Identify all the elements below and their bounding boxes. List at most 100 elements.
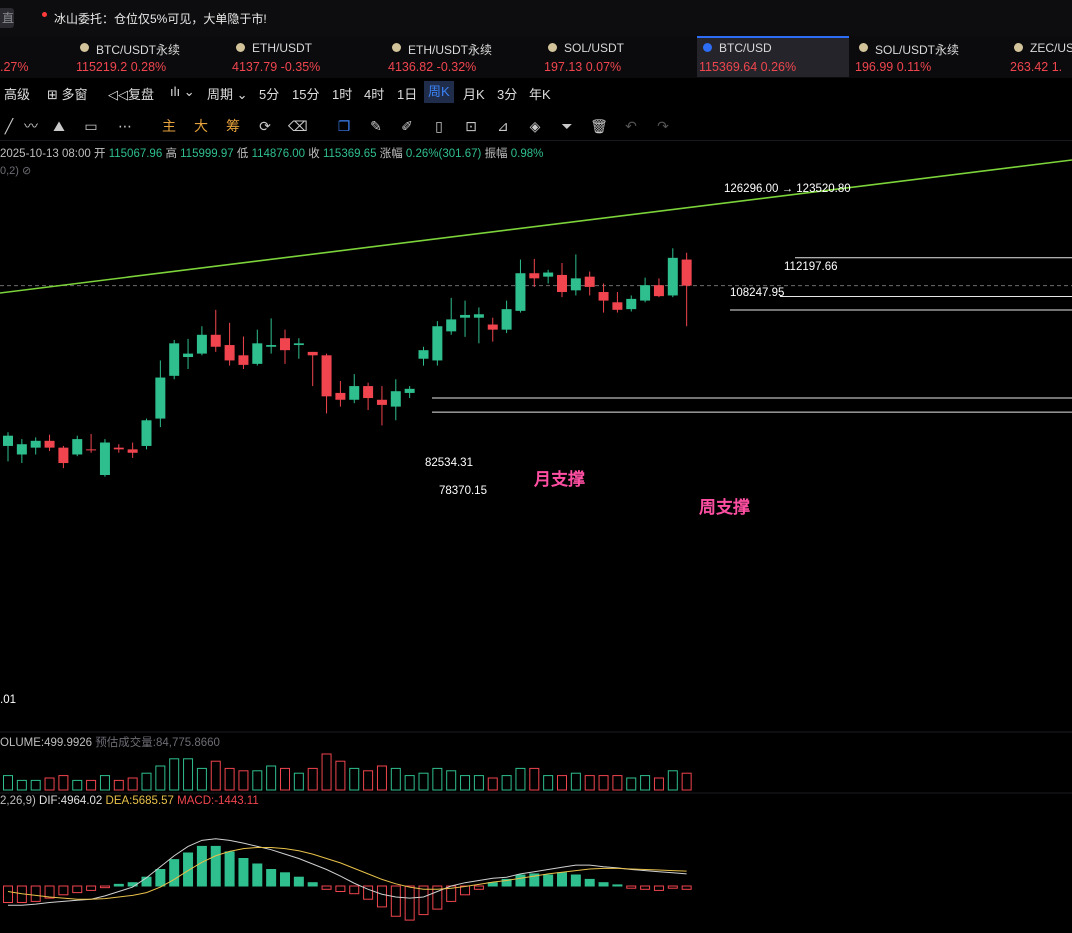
advanced-button[interactable]: 高级 — [4, 87, 31, 102]
trendline-tool-icon[interactable]: ╱ — [4, 118, 14, 134]
interval-2[interactable]: 1时 — [332, 87, 353, 102]
high-value: 115999.97 — [180, 148, 234, 160]
volume-bar — [266, 765, 277, 791]
change-label: 涨幅 — [379, 148, 403, 160]
macd-bar — [58, 885, 69, 896]
candle-body — [390, 391, 401, 407]
ticker-tab[interactable]: ZEC/USDT 263.42 1. — [1008, 36, 1072, 78]
interval-8[interactable]: 年K — [529, 87, 551, 102]
level-112197-label: 112197.66 — [784, 261, 838, 273]
interval-5[interactable]: 周K — [424, 81, 454, 103]
volume-bar — [349, 767, 360, 791]
macd-bar — [570, 874, 581, 887]
volume-bar — [238, 770, 249, 791]
pattern-tool-icon[interactable]: ⛰ — [53, 118, 65, 134]
macd-bar — [113, 883, 124, 887]
interval-4[interactable]: 1日 — [397, 87, 418, 102]
macd-bar — [169, 859, 180, 887]
volume-bar — [543, 775, 554, 791]
volume-bar — [640, 775, 651, 791]
macd-bar — [515, 874, 526, 887]
macd-bar — [404, 885, 415, 921]
eye-hidden-icon[interactable]: ⊘ — [22, 165, 32, 177]
ruler-tool-icon[interactable]: ▭ — [84, 118, 98, 134]
interval-0[interactable]: 5分 — [259, 87, 280, 102]
macd-bar — [432, 885, 443, 910]
macd-bar — [280, 872, 290, 887]
main-indicator-button[interactable]: 主 — [162, 118, 176, 134]
ticker-tab[interactable]: SOL/USDT 197.13 0.07% — [542, 36, 694, 78]
macd-bar — [252, 863, 263, 887]
ticker-tab[interactable]: BTC/USDT永续 115219.2 0.28% — [74, 36, 226, 78]
eraser-tool-icon[interactable]: ⌫ — [288, 118, 308, 134]
ticker-tab[interactable]: ETH/USDT永续 4136.82 -0.32% — [386, 36, 538, 78]
wave-tool-icon[interactable]: 〰 — [24, 118, 38, 134]
macd-bar — [72, 885, 83, 894]
ticker-tab[interactable]: BTC/USD 115369.64 0.26% — [697, 36, 849, 78]
candle-body — [584, 276, 595, 287]
dif-value: DIF:4964.02 — [39, 795, 103, 807]
candle-body — [432, 326, 443, 361]
ticker-tab[interactable]: SOL/USDT永续 196.99 0.11% — [853, 36, 1005, 78]
dif-line — [8, 838, 687, 906]
candle-body — [210, 334, 221, 347]
coin-icon — [1014, 43, 1023, 52]
interval-1[interactable]: 15分 — [292, 87, 320, 102]
candle-body — [183, 353, 194, 358]
high-label: 高 — [165, 148, 177, 160]
volume-bar — [626, 777, 637, 791]
candle-body — [141, 420, 152, 446]
magnet-icon[interactable]: ◈ — [529, 118, 541, 134]
copy-icon[interactable]: ❐ — [337, 118, 351, 134]
candle-body — [266, 345, 277, 347]
pencil-icon[interactable]: ✎ — [370, 118, 382, 134]
level-108247-label: 108247.95 — [730, 287, 785, 299]
interval-7[interactable]: 3分 — [497, 87, 518, 102]
interval-6[interactable]: 月K — [463, 87, 485, 102]
chips-button[interactable]: 筹 — [226, 118, 240, 134]
replay-button[interactable]: ◁◁复盘 — [108, 84, 154, 103]
ticker-tab[interactable]: ETH/USDT 4137.79 -0.35% — [230, 36, 382, 78]
brush-icon[interactable]: ✐ — [401, 118, 413, 134]
macd-bar — [183, 852, 194, 887]
ticker-price: 196.99 — [855, 60, 894, 74]
macd-bar — [141, 876, 152, 887]
redo-icon[interactable]: ↷ — [657, 118, 669, 134]
weekly-support-annotation[interactable]: 周支撑 — [699, 498, 750, 517]
ticker-change: 0.11% — [896, 60, 932, 74]
ticker-change: 0.28% — [130, 60, 167, 74]
trash-icon[interactable]: 🗑 — [590, 118, 608, 134]
multi-window-button[interactable]: ⊞ 多窗 — [47, 84, 88, 103]
chart-type-button[interactable]: ılı ⌄ — [170, 84, 195, 100]
macd-bar — [557, 872, 567, 887]
ticker-quote: 196.99 0.11% — [855, 60, 931, 74]
sync-icon[interactable]: ⟳ — [259, 118, 271, 134]
coin-icon — [548, 43, 557, 52]
volume-bar — [667, 770, 678, 791]
macd-bar — [86, 885, 97, 891]
tag-icon[interactable]: ⊿ — [497, 118, 509, 134]
more-tools-icon[interactable]: ⋯ — [118, 118, 132, 134]
macd-bar — [293, 876, 304, 887]
ticker-price: 4137.79 — [232, 60, 278, 74]
ticker-name: ETH/USDT — [252, 41, 312, 55]
ticker-quote: 4137.79 -0.35% — [232, 60, 320, 74]
weekly-level-label: 78370.15 — [439, 485, 487, 497]
volume-bar — [404, 775, 415, 791]
filter-icon[interactable]: ⏷ — [561, 118, 573, 134]
monthly-support-annotation[interactable]: 月支撑 — [534, 470, 585, 489]
grid-icon: ⊞ — [47, 87, 58, 102]
large-order-button[interactable]: 大 — [194, 118, 208, 134]
notice-text[interactable]: 冰山委托：仓位仅5%可见，大单隐于市! — [54, 12, 267, 26]
period-dropdown[interactable]: 周期 ⌄ — [207, 84, 248, 103]
undo-icon[interactable]: ↶ — [625, 118, 637, 134]
ticker-tab[interactable]: .27% — [0, 36, 92, 78]
lock-icon[interactable]: ⊡ — [465, 118, 477, 134]
candle-body — [113, 447, 124, 450]
volume-bar — [44, 777, 55, 791]
notice-tag[interactable]: 直通 — [0, 8, 14, 28]
candle-tool-icon[interactable]: ▯ — [435, 118, 443, 134]
macd-bar — [418, 885, 429, 916]
interval-3[interactable]: 4时 — [364, 87, 385, 102]
